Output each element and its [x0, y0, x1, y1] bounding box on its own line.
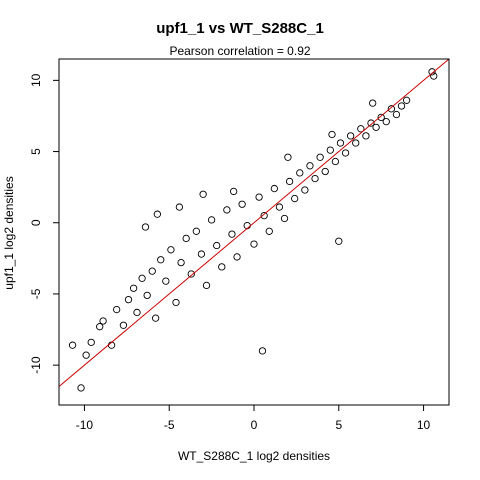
- y-tick-label: 0: [29, 219, 43, 226]
- x-tick-label: 0: [251, 418, 258, 432]
- data-point: [68, 341, 77, 349]
- data-point: [270, 184, 278, 193]
- data-point: [341, 149, 350, 157]
- data-point: [284, 153, 292, 161]
- data-point: [311, 174, 319, 183]
- data-point: [124, 295, 133, 304]
- data-point: [301, 186, 309, 194]
- fit-line: [59, 59, 449, 388]
- data-point: [157, 256, 165, 264]
- data-point: [143, 291, 151, 300]
- data-point: [430, 72, 438, 80]
- data-point: [233, 253, 241, 261]
- data-point: [197, 250, 206, 258]
- y-tick-label: 5: [29, 148, 43, 155]
- data-point: [223, 206, 231, 214]
- data-point: [177, 258, 185, 267]
- data-point: [230, 187, 238, 196]
- data-point: [153, 210, 161, 218]
- data-point: [326, 146, 334, 154]
- y-tick-label: -10: [29, 356, 43, 374]
- data-point: [280, 214, 289, 223]
- data-point: [133, 308, 141, 317]
- data-point: [260, 211, 268, 220]
- data-point: [238, 200, 246, 208]
- data-point: [347, 132, 355, 140]
- data-point: [148, 267, 156, 275]
- data-point: [367, 119, 375, 127]
- data-point: [213, 241, 221, 250]
- data-point: [182, 234, 190, 243]
- data-point: [138, 274, 146, 282]
- x-tick-label: 10: [417, 418, 431, 432]
- data-point: [392, 110, 401, 119]
- data-point: [275, 203, 284, 211]
- data-point: [141, 223, 150, 231]
- data-point: [285, 177, 294, 186]
- data-point: [175, 203, 184, 211]
- data-point: [172, 298, 180, 307]
- data-point: [250, 240, 258, 248]
- data-point: [291, 194, 299, 203]
- data-point: [316, 153, 324, 161]
- data-point: [402, 96, 411, 104]
- chart-subtitle: Pearson correlation = 0.92: [169, 44, 311, 58]
- data-point: [228, 230, 236, 238]
- data-point: [162, 277, 170, 285]
- data-point: [207, 216, 216, 224]
- data-point: [369, 99, 377, 107]
- data-point: [199, 190, 207, 198]
- data-point: [192, 227, 200, 235]
- data-point: [255, 193, 263, 201]
- chart-title: upf1_1 vs WT_S288C_1: [156, 20, 324, 37]
- data-point: [397, 102, 406, 110]
- data-point: [428, 68, 436, 76]
- data-point: [82, 351, 90, 359]
- data-point: [362, 132, 370, 140]
- data-point: [336, 139, 345, 147]
- data-point: [382, 118, 390, 126]
- data-point: [387, 105, 395, 113]
- data-point: [352, 139, 360, 147]
- x-axis: -10 -5 0 5 10: [76, 404, 431, 432]
- data-point: [331, 157, 340, 166]
- x-tick-label: 5: [335, 418, 342, 432]
- data-point: [335, 237, 343, 245]
- x-axis-label: WT_S288C_1 log2 densities: [177, 449, 331, 463]
- data-point: [113, 305, 121, 314]
- data-point: [99, 317, 107, 325]
- data-point: [119, 321, 128, 329]
- data-point: [306, 162, 314, 170]
- data-point: [265, 227, 273, 235]
- data-point: [77, 384, 85, 392]
- x-tick-label: -10: [76, 418, 94, 432]
- points-layer: [68, 68, 438, 392]
- data-point: [328, 130, 336, 139]
- y-axis: -10 -5 0 5 10: [29, 73, 60, 374]
- data-point: [218, 263, 226, 271]
- data-point: [96, 323, 104, 331]
- y-tick-label: -5: [29, 288, 43, 299]
- plot-frame: [58, 58, 450, 406]
- data-point: [202, 281, 211, 290]
- data-point: [152, 314, 160, 322]
- data-point: [357, 125, 365, 133]
- data-point: [321, 167, 329, 176]
- data-point: [187, 270, 195, 278]
- data-point: [129, 284, 138, 292]
- data-point: [87, 338, 95, 346]
- y-tick-label: 10: [29, 73, 43, 87]
- fit-line-layer: [59, 59, 449, 388]
- data-point: [258, 347, 267, 355]
- data-point: [167, 246, 175, 254]
- data-point: [296, 169, 304, 177]
- data-point: [377, 113, 385, 122]
- x-tick-label: -5: [164, 418, 175, 432]
- data-point: [372, 123, 380, 131]
